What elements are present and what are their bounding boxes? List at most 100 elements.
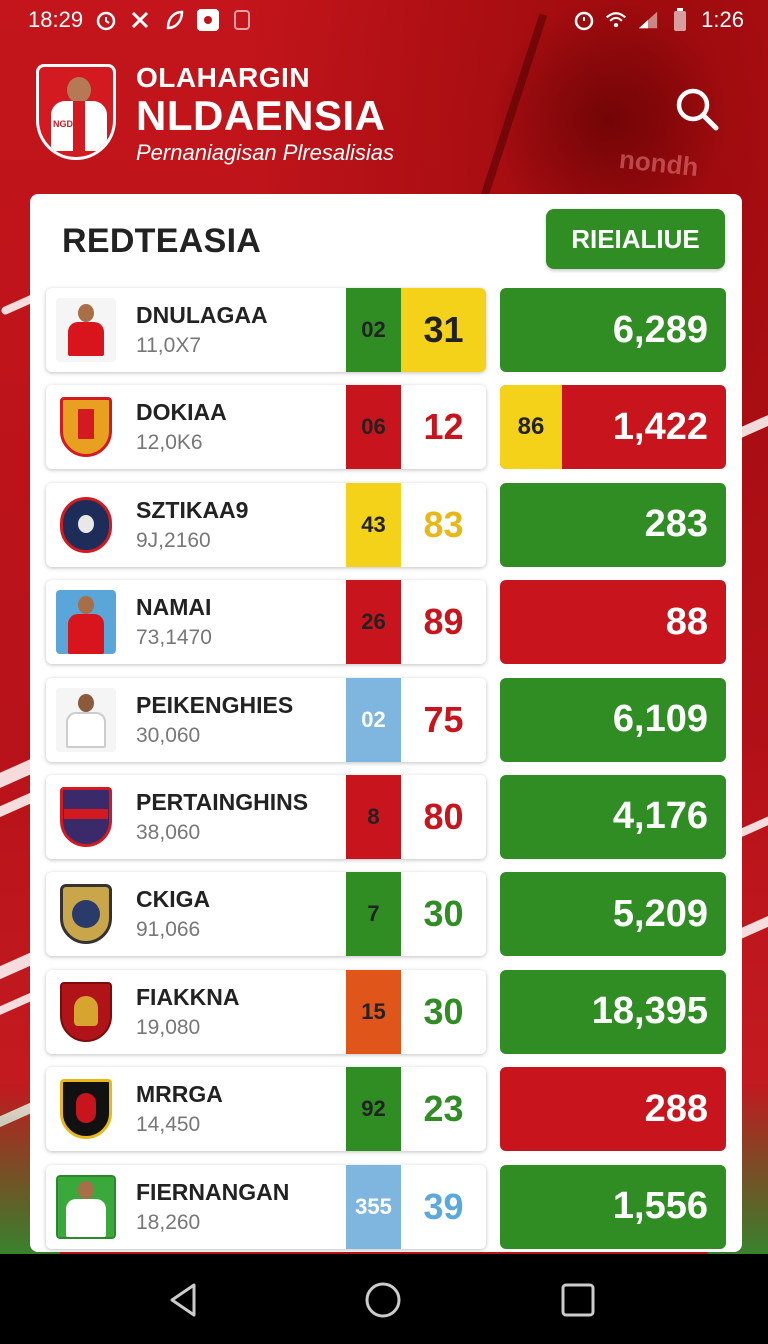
team-name: PEIKENGHIES <box>136 691 294 718</box>
team-cell: FIERNANGAN 18,260 355 39 <box>46 1164 486 1249</box>
battery-icon <box>669 8 691 31</box>
status-bar: 18:29 1:26 <box>0 0 768 40</box>
alarm-icon <box>95 9 117 31</box>
status-time-left: 18:29 <box>28 7 84 32</box>
total-value: 283 <box>644 503 708 546</box>
score-b-value: 39 <box>401 1164 486 1249</box>
table-row[interactable]: FIERNANGAN 18,260 355 39 1,556 <box>46 1164 726 1249</box>
team-stat: 91,066 <box>136 918 201 942</box>
back-button[interactable] <box>164 1280 204 1320</box>
total-value: 288 <box>644 1087 708 1130</box>
total-value: 1,422 <box>612 405 708 448</box>
tools-icon <box>129 9 151 31</box>
table-row[interactable]: PERTAINGHINS 38,060 8 80 4,176 <box>46 774 726 859</box>
team-avatar <box>56 493 116 557</box>
total-value-cell: 18,395 <box>500 969 726 1054</box>
card-title: REDTEASIA <box>62 222 262 260</box>
score-a-badge: 15 <box>346 969 401 1054</box>
alarm-icon <box>573 9 595 31</box>
team-stat: 12,0K6 <box>136 431 203 455</box>
team-name: FIERNANGAN <box>136 1178 290 1205</box>
card-action-button[interactable]: RIEIALIUE <box>546 209 725 269</box>
total-value-cell: 6,109 <box>500 677 726 762</box>
score-b-value: 80 <box>401 774 486 859</box>
team-avatar <box>56 980 116 1044</box>
team-cell: MRRGA 14,450 92 23 <box>46 1067 486 1152</box>
score-b-value: 30 <box>401 872 486 957</box>
team-stat: 30,060 <box>136 723 201 747</box>
score-b-value: 83 <box>401 482 486 567</box>
team-cell: DOKIAA 12,0K6 06 12 <box>46 385 486 470</box>
team-cell: DNULAGAA 11,0X7 02 31 <box>46 288 486 372</box>
team-avatar <box>56 882 116 946</box>
team-cell: PEIKENGHIES 30,060 02 75 <box>46 677 486 762</box>
standings-list: DNULAGAA 11,0X7 02 31 6,289 DOKIAA 12,0K6 06 12 8… <box>46 288 726 1262</box>
team-name: DOKIAA <box>136 399 227 426</box>
team-name: NAMAI <box>136 594 212 621</box>
leaf-icon <box>163 9 185 31</box>
signal-icon <box>637 9 659 31</box>
total-value-cell: 88 <box>500 580 726 665</box>
table-row[interactable]: SZTIKAA9 9J,2160 43 83 283 <box>46 482 726 567</box>
home-button[interactable] <box>363 1280 403 1320</box>
score-b-value: 31 <box>401 288 486 372</box>
total-value: 18,395 <box>591 990 708 1033</box>
team-name: SZTIKAA9 <box>136 496 249 523</box>
total-value-cell: 6,289 <box>500 288 726 372</box>
table-row[interactable]: DOKIAA 12,0K6 06 12 86 1,422 <box>46 385 726 470</box>
team-stat: 18,260 <box>136 1210 201 1234</box>
app-logo: NGDIA <box>36 64 116 160</box>
score-b-value: 30 <box>401 969 486 1054</box>
total-value-cell: 5,209 <box>500 872 726 957</box>
team-stat: 19,080 <box>136 1015 201 1039</box>
team-avatar <box>56 785 116 849</box>
search-icon <box>676 88 719 131</box>
total-value: 6,109 <box>612 698 708 741</box>
team-avatar <box>56 687 116 752</box>
team-cell: NAMAI 73,1470 26 89 <box>46 580 486 665</box>
team-stat: 11,0X7 <box>136 334 201 357</box>
total-value: 88 <box>665 600 708 643</box>
table-row[interactable]: MRRGA 14,450 92 23 288 <box>46 1067 726 1152</box>
team-name: DNULAGAA <box>136 302 268 328</box>
team-name: MRRGA <box>136 1081 223 1108</box>
table-row[interactable]: FIAKKNA 19,080 15 30 18,395 <box>46 969 726 1054</box>
back-icon <box>170 1283 196 1317</box>
team-name: CKIGA <box>136 886 211 913</box>
team-avatar <box>56 590 116 655</box>
team-avatar <box>56 1174 116 1239</box>
total-value: 5,209 <box>612 892 708 935</box>
wifi-icon <box>605 9 627 31</box>
team-stat: 14,450 <box>136 1113 201 1137</box>
pre-value-badge: 86 <box>500 385 562 470</box>
app-header: NGDIA OLAHARGIN NLDAENSIA Pernaniagisan … <box>36 62 736 172</box>
recents-button[interactable] <box>558 1280 598 1320</box>
score-a-badge: 43 <box>346 482 401 567</box>
table-row[interactable]: DNULAGAA 11,0X7 02 31 6,289 <box>46 288 726 372</box>
total-value-cell: 283 <box>500 482 726 567</box>
team-stat: 9J,2160 <box>136 528 211 552</box>
total-value: 6,289 <box>612 308 708 351</box>
score-b-value: 75 <box>401 677 486 762</box>
score-a-badge: 26 <box>346 580 401 665</box>
badge-icon <box>231 9 253 31</box>
search-button[interactable] <box>672 84 722 134</box>
app-tagline: Pernaniagisan Plresalisias <box>136 140 395 165</box>
table-row[interactable]: PEIKENGHIES 30,060 02 75 6,109 <box>46 677 726 762</box>
team-name: FIAKKNA <box>136 983 240 1010</box>
standings-card: REDTEASIA RIEIALIUE DNULAGAA 11,0X7 02 31 6,… <box>30 194 742 1252</box>
score-b-value: 23 <box>401 1067 486 1152</box>
score-a-badge: 06 <box>346 385 401 470</box>
score-a-badge: 02 <box>346 288 401 372</box>
score-a-badge: 8 <box>346 774 401 859</box>
status-time-right: 1:26 <box>701 7 744 32</box>
table-row[interactable]: CKIGA 91,066 7 30 5,209 <box>46 872 726 957</box>
total-value-cell: 4,176 <box>500 774 726 859</box>
score-a-badge: 92 <box>346 1067 401 1152</box>
team-stat: 38,060 <box>136 820 201 844</box>
table-row[interactable]: NAMAI 73,1470 26 89 88 <box>46 580 726 665</box>
app-title: NLDAENSIA <box>136 92 386 139</box>
recents-icon <box>561 1283 595 1317</box>
total-value-cell: 86 1,422 <box>500 385 726 470</box>
score-a-badge: 355 <box>346 1164 401 1249</box>
